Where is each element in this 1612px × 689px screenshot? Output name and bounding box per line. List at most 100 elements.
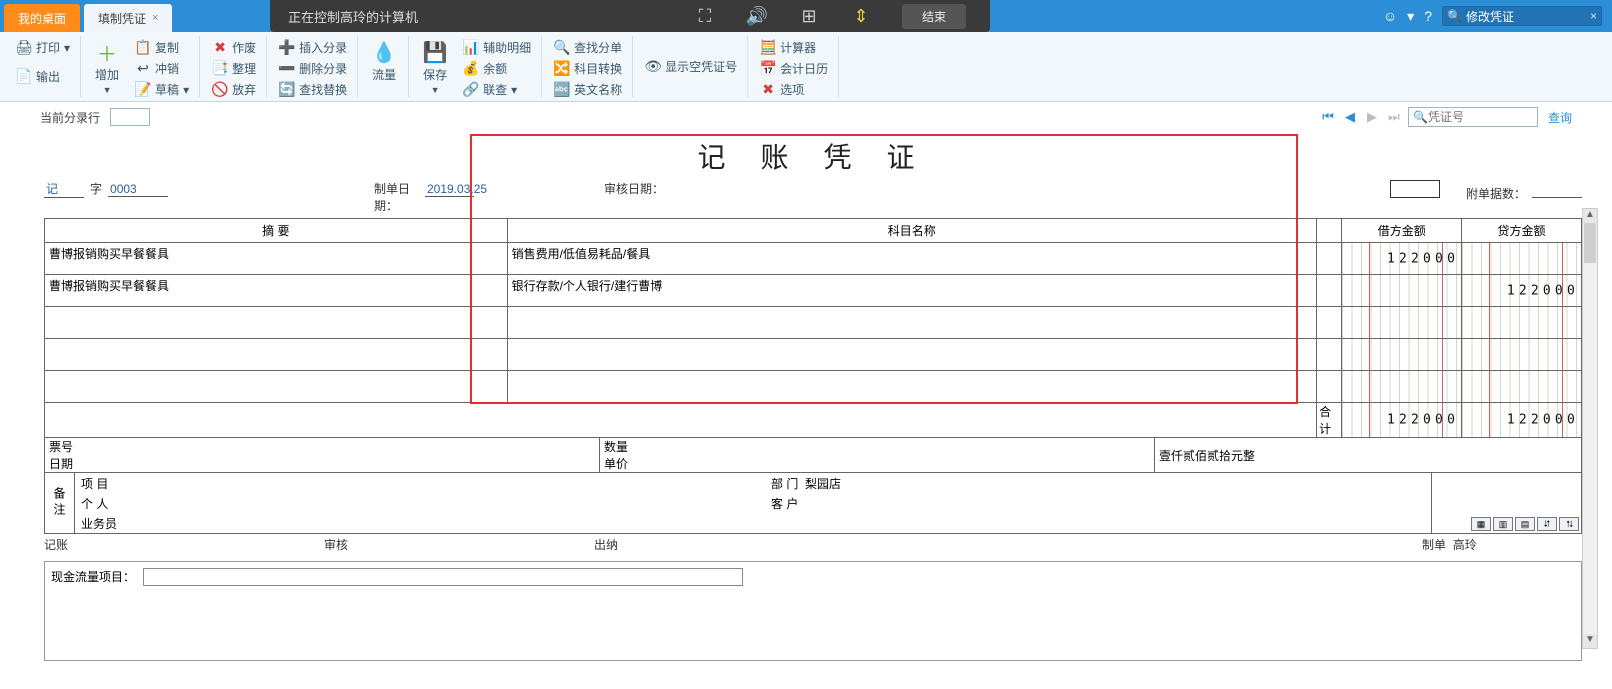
- cell-sep: [1317, 243, 1342, 275]
- mini-icon-1[interactable]: ▦: [1471, 517, 1491, 531]
- voucher-table: 摘 要 科目名称 借方金额 贷方金额 曹博报销购买早餐餐具销售费用/低值易耗品/…: [44, 218, 1582, 438]
- voucherno-box[interactable]: 🔍: [1408, 107, 1538, 127]
- insert-button[interactable]: ➕插入分录: [275, 38, 351, 57]
- table-row[interactable]: 曹博报销购买早餐餐具银行存款/个人银行/建行曹博 122000: [45, 275, 1582, 307]
- acctcal-label: 会计日历: [780, 60, 828, 77]
- scroll-up-icon[interactable]: ▲: [1583, 209, 1597, 223]
- price-label: 单价: [604, 455, 1150, 472]
- cell-subject[interactable]: [507, 371, 1317, 403]
- total-debit: 122000: [1387, 413, 1459, 428]
- output-label: 输出: [36, 68, 60, 85]
- delete-button[interactable]: ➖删除分录: [275, 59, 351, 78]
- cell-summary[interactable]: [45, 339, 508, 371]
- tab-voucher[interactable]: 填制凭证 ×: [84, 4, 172, 32]
- nav-prev-icon[interactable]: ◀: [1342, 109, 1358, 125]
- nav-last-icon[interactable]: ⏭: [1386, 109, 1402, 125]
- void-button[interactable]: ✖作废: [208, 38, 260, 57]
- cell-subject[interactable]: [507, 339, 1317, 371]
- cell-credit[interactable]: [1462, 307, 1582, 339]
- options-button[interactable]: ✖选项: [756, 80, 832, 99]
- cell-summary[interactable]: [45, 307, 508, 339]
- showempty-button[interactable]: 👁显示空凭证号: [641, 57, 741, 76]
- output-button[interactable]: 📄输出: [12, 67, 74, 86]
- cell-subject[interactable]: 销售费用/低值易耗品/餐具: [507, 243, 1317, 275]
- calc-button[interactable]: 🧮计算器: [756, 38, 832, 57]
- cell-debit[interactable]: [1342, 275, 1462, 307]
- calc-label: 计算器: [780, 39, 816, 56]
- table-row[interactable]: [45, 307, 1582, 339]
- col-sep: [1317, 219, 1342, 243]
- smiley-icon[interactable]: ☺: [1383, 8, 1397, 24]
- save-button[interactable]: 💾 保存 ▼: [417, 38, 453, 97]
- tab-desktop[interactable]: 我的桌面: [4, 4, 80, 32]
- cell-summary[interactable]: 曹博报销购买早餐餐具: [45, 275, 508, 307]
- cell-debit[interactable]: [1342, 371, 1462, 403]
- flow-button[interactable]: 💧 流量: [366, 38, 402, 85]
- remote-fullscreen-icon[interactable]: ⛶: [694, 5, 716, 27]
- nav-next-icon[interactable]: ▶: [1364, 109, 1380, 125]
- cell-credit[interactable]: 122000: [1462, 275, 1582, 307]
- person-label: 个 人: [75, 493, 765, 513]
- cell-sep: [1317, 339, 1342, 371]
- scroll-thumb[interactable]: [1584, 223, 1596, 263]
- showempty-icon: 👁: [645, 59, 661, 75]
- discard-button[interactable]: 🚫放弃: [208, 80, 260, 99]
- cell-debit[interactable]: 122000: [1342, 243, 1462, 275]
- tidy-button[interactable]: 📑整理: [208, 59, 260, 78]
- tidy-label: 整理: [232, 60, 256, 77]
- table-row[interactable]: [45, 371, 1582, 403]
- titlebar-search-input[interactable]: [1466, 9, 1590, 23]
- balance-button[interactable]: 💰余额: [459, 59, 535, 78]
- voucherno-input[interactable]: [1428, 110, 1533, 124]
- makedate-value[interactable]: 2019.03.25: [425, 182, 474, 197]
- draft-button[interactable]: 📝草稿 ▾: [131, 80, 193, 99]
- remote-pin-icon[interactable]: ⇕: [850, 5, 872, 27]
- cell-debit[interactable]: [1342, 339, 1462, 371]
- query-button[interactable]: 查询: [1548, 109, 1572, 126]
- findsplit-button[interactable]: 🔍查找分单: [550, 38, 626, 57]
- reverse-button[interactable]: ↩冲销: [131, 59, 193, 78]
- findreplace-button[interactable]: 🔄查找替换: [275, 80, 351, 99]
- cell-subject[interactable]: 银行存款/个人银行/建行曹博: [507, 275, 1317, 307]
- voucher-number[interactable]: 0003: [108, 182, 168, 197]
- titlebar-search[interactable]: 🔍 ×: [1442, 6, 1602, 26]
- attach-value[interactable]: [1532, 197, 1582, 198]
- findreplace-icon: 🔄: [279, 82, 295, 98]
- cell-summary[interactable]: 曹博报销购买早餐餐具: [45, 243, 508, 275]
- lookup-button[interactable]: 🔗联查 ▾: [459, 80, 535, 99]
- cell-credit[interactable]: [1462, 371, 1582, 403]
- word-prefix[interactable]: 记: [44, 180, 84, 198]
- aux-button[interactable]: 📊辅助明细: [459, 38, 535, 57]
- showempty-label: 显示空凭证号: [665, 58, 737, 75]
- remote-end-button[interactable]: 结束: [902, 4, 966, 29]
- cashflow-input[interactable]: [143, 568, 743, 586]
- nav-first-icon[interactable]: ⏮: [1320, 109, 1336, 125]
- mini-icon-3[interactable]: ▤: [1515, 517, 1535, 531]
- mini-icon-5[interactable]: ⮁: [1559, 517, 1579, 531]
- titlebar-search-clear-icon[interactable]: ×: [1590, 9, 1597, 23]
- engname-button[interactable]: 🔤英文名称: [550, 80, 626, 99]
- copy-button[interactable]: 📋复制: [131, 38, 193, 57]
- cell-credit[interactable]: [1462, 339, 1582, 371]
- scroll-down-icon[interactable]: ▼: [1583, 634, 1597, 648]
- vertical-scrollbar[interactable]: ▲ ▼: [1582, 208, 1598, 649]
- cell-debit[interactable]: [1342, 307, 1462, 339]
- cell-summary[interactable]: [45, 371, 508, 403]
- flow-label: 流量: [372, 66, 396, 83]
- subjconv-button[interactable]: 🔀科目转换: [550, 59, 626, 78]
- table-row[interactable]: [45, 339, 1582, 371]
- help-icon[interactable]: ?: [1424, 8, 1432, 24]
- remote-clipboard-icon[interactable]: ⊞: [798, 5, 820, 27]
- mini-icon-2[interactable]: ▥: [1493, 517, 1513, 531]
- print-button[interactable]: 🖨打印 ▾: [12, 38, 74, 57]
- acctcal-button[interactable]: 📅会计日历: [756, 59, 832, 78]
- remote-audio-icon[interactable]: 🔊: [746, 5, 768, 27]
- table-row[interactable]: 曹博报销购买早餐餐具销售费用/低值易耗品/餐具 122000: [45, 243, 1582, 275]
- current-line-input[interactable]: [110, 108, 150, 126]
- mini-icon-4[interactable]: ⮃: [1537, 517, 1557, 531]
- cell-credit[interactable]: [1462, 243, 1582, 275]
- remote-message: 正在控制高玲的计算机: [270, 7, 436, 26]
- cell-subject[interactable]: [507, 307, 1317, 339]
- tab-close-icon[interactable]: ×: [152, 12, 158, 24]
- dropdown-icon[interactable]: ▾: [1407, 8, 1414, 25]
